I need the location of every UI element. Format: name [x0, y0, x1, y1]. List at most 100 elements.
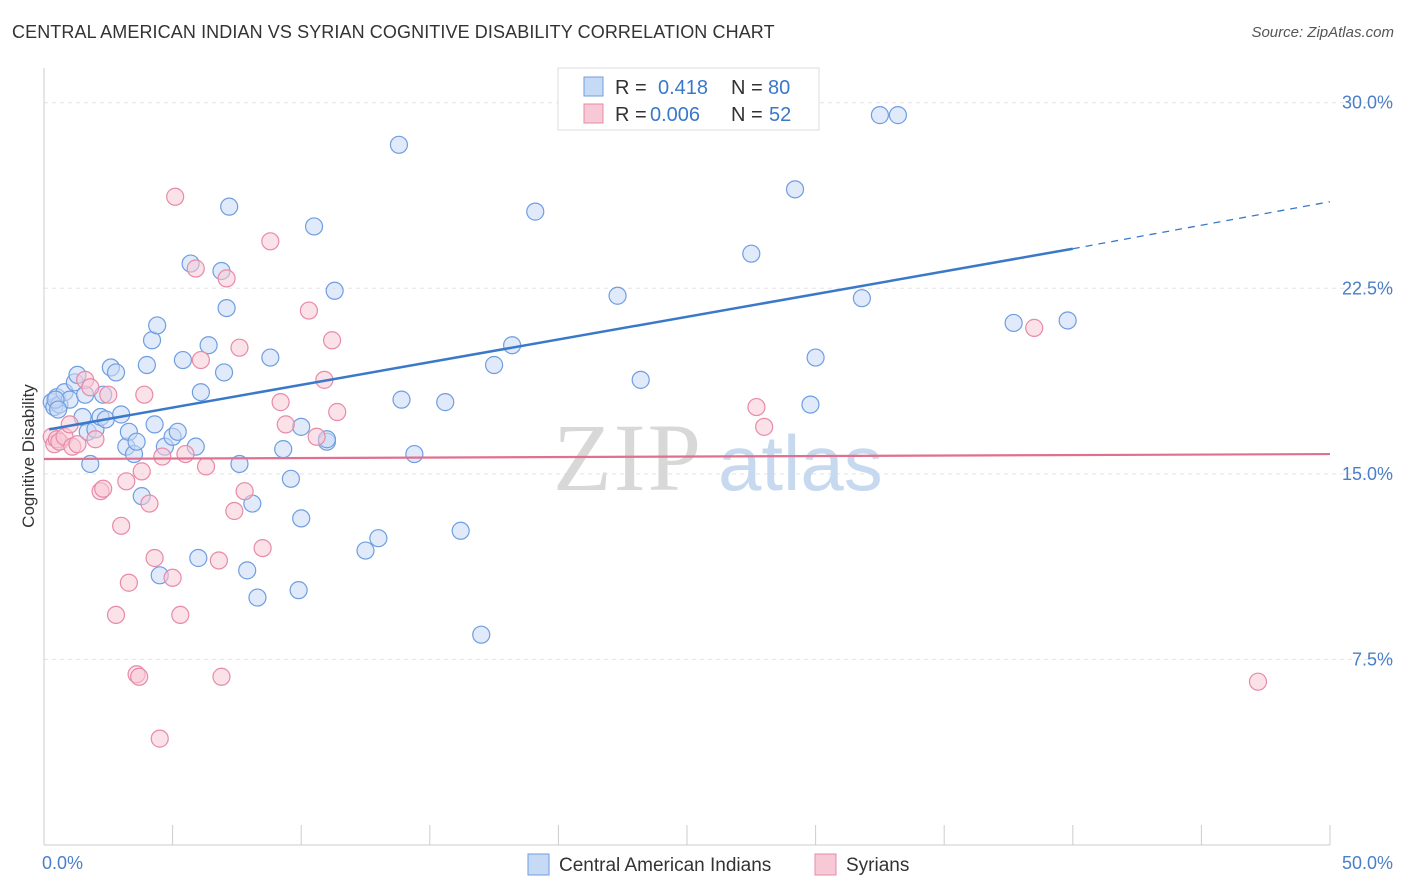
- point-1-30: [191, 350, 210, 370]
- point-0-76: [145, 415, 164, 434]
- point-0-47: [289, 581, 308, 600]
- point-1-14: [106, 605, 126, 625]
- y-tick-label-1: 22.5%: [1342, 278, 1393, 298]
- point-0-73: [1058, 311, 1077, 330]
- axes: [43, 68, 1331, 846]
- bottom-legend-label-2: Syrians: [846, 855, 909, 876]
- point-1-35: [225, 501, 244, 521]
- point-0-69: [852, 289, 871, 308]
- point-1-32: [209, 551, 228, 570]
- point-1-36: [230, 338, 249, 357]
- point-1-12: [94, 479, 113, 498]
- point-1-29: [186, 259, 205, 278]
- point-0-64: [631, 370, 650, 389]
- point-0-55: [392, 390, 411, 409]
- point-1-20: [135, 385, 154, 404]
- point-1-51: [130, 667, 149, 686]
- point-0-17: [106, 363, 126, 382]
- point-0-41: [238, 561, 257, 580]
- point-0-36: [199, 336, 218, 355]
- point-0-51: [325, 281, 344, 300]
- point-1-22: [145, 548, 164, 568]
- trend-line-blue-extension: [1072, 201, 1331, 250]
- point-1-24: [153, 447, 172, 466]
- source-label: Source: ZipAtlas.com: [1251, 24, 1394, 41]
- trend-lines: [43, 201, 1331, 461]
- point-1-10: [86, 430, 105, 449]
- trend-line-pink: [43, 452, 1331, 461]
- point-0-30: [168, 422, 187, 441]
- legend-r-label-2: R =: [615, 104, 647, 126]
- point-0-77: [214, 363, 234, 382]
- point-1-42: [299, 301, 319, 320]
- point-1-46: [328, 402, 347, 422]
- point-1-31: [196, 457, 216, 476]
- y-axis-label: Cognitive Disability: [19, 384, 38, 528]
- point-0-26: [148, 316, 167, 335]
- legend-n-value-2: 52: [769, 104, 791, 126]
- legend-swatch-blue: [583, 76, 604, 97]
- point-0-61: [503, 336, 522, 355]
- point-0-57: [436, 393, 455, 412]
- point-1-28: [176, 444, 195, 464]
- point-0-34: [189, 548, 208, 568]
- y-tick-label-0: 30.0%: [1342, 93, 1393, 113]
- point-0-44: [261, 348, 280, 367]
- bottom-legend-swatch-pink: [814, 853, 837, 876]
- point-0-24: [137, 355, 156, 375]
- bottom-legend-label-1: Central American Indians: [559, 855, 771, 876]
- point-0-39: [220, 197, 239, 216]
- legend-n-value-1: 80: [768, 77, 790, 99]
- point-1-34: [217, 269, 236, 288]
- point-1-37: [235, 482, 254, 501]
- point-0-67: [801, 395, 820, 414]
- y-tick-label-2: 15.0%: [1342, 464, 1393, 484]
- point-0-70: [870, 106, 890, 125]
- legend-r-value-2: 0.006: [650, 104, 700, 126]
- point-0-75: [49, 400, 68, 419]
- legend-n-label-2: N =: [731, 104, 763, 126]
- y-tick-labels: 30.0% 22.5% 15.0% 7.5%: [1342, 93, 1393, 670]
- legend-n-label-1: N =: [731, 77, 763, 99]
- legend-r-value-1: 0.418: [658, 77, 708, 99]
- point-1-9: [81, 378, 100, 397]
- x-tick-min: 0.0%: [42, 853, 83, 873]
- series-legend: Central American Indians Syrians: [527, 853, 909, 876]
- point-0-63: [608, 286, 627, 305]
- point-0-52: [356, 541, 375, 560]
- chart-title: CENTRAL AMERICAN INDIAN VS SYRIAN COGNIT…: [12, 22, 775, 42]
- point-1-43: [307, 427, 326, 446]
- point-1-27: [171, 605, 190, 625]
- point-0-48: [292, 509, 311, 528]
- point-1-21: [140, 494, 159, 513]
- point-0-40: [230, 454, 249, 474]
- x-tick-max: 50.0%: [1342, 853, 1393, 873]
- point-0-35: [191, 383, 210, 402]
- series-central-american-indians: [42, 106, 1077, 644]
- point-0-38: [217, 299, 236, 318]
- legend-r-label-1: R =: [615, 77, 647, 99]
- point-0-79: [292, 417, 311, 436]
- watermark-atlas: atlas: [718, 419, 883, 507]
- point-1-23: [150, 729, 169, 748]
- point-1-16: [117, 472, 136, 491]
- point-1-48: [755, 417, 774, 436]
- point-1-25: [163, 568, 182, 587]
- point-0-31: [173, 350, 192, 370]
- point-0-45: [274, 440, 293, 459]
- bottom-legend-swatch-blue: [527, 853, 550, 876]
- point-1-40: [271, 393, 290, 412]
- legend-swatch-pink: [583, 103, 604, 124]
- point-1-33: [212, 667, 231, 686]
- trend-line-blue: [48, 247, 1074, 431]
- point-1-13: [99, 385, 118, 404]
- point-1-50: [1248, 672, 1268, 691]
- point-1-45: [322, 331, 342, 350]
- point-0-53: [369, 529, 388, 548]
- point-1-7: [68, 435, 87, 454]
- point-0-66: [785, 180, 805, 199]
- series-syrians: [42, 187, 1268, 748]
- point-0-60: [485, 355, 504, 375]
- point-0-68: [806, 348, 825, 367]
- point-1-26: [166, 187, 185, 206]
